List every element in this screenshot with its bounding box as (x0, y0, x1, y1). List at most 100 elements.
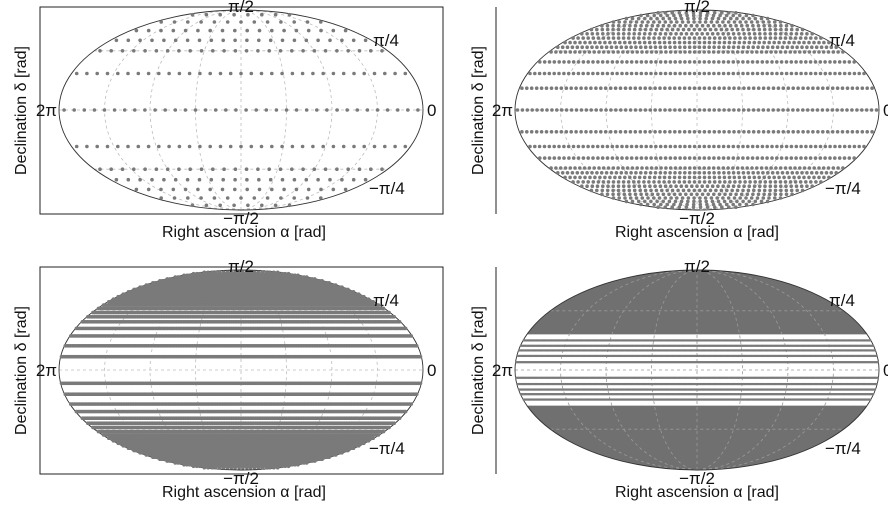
label-dec-pi-4: π/4 (373, 31, 399, 50)
data-point (768, 32, 773, 36)
data-point (645, 50, 649, 54)
data-point (579, 130, 583, 134)
data-point (736, 171, 741, 175)
data-point (667, 23, 671, 28)
data-point (558, 50, 563, 54)
data-point (270, 28, 274, 33)
data-point (767, 175, 771, 180)
data-point (810, 184, 814, 188)
data-point (669, 32, 673, 36)
data-point (634, 60, 639, 64)
data-point (306, 187, 311, 192)
data-point (813, 60, 818, 64)
data-point (678, 144, 682, 149)
label-north-pole: π/2 (684, 0, 710, 16)
data-point (623, 20, 627, 24)
data-point (363, 38, 368, 43)
data-point (639, 23, 643, 28)
data-point (146, 28, 151, 33)
data-point (723, 36, 727, 40)
data-point (628, 23, 632, 28)
data-point (698, 199, 702, 204)
data-point (632, 32, 636, 36)
data-point (712, 130, 717, 134)
data-point (595, 45, 599, 49)
data-point (171, 28, 176, 33)
data-point (761, 196, 766, 200)
data-point (737, 130, 741, 134)
data-point (648, 171, 653, 175)
data-point (256, 49, 260, 53)
data-point (611, 32, 615, 36)
data-point (665, 188, 669, 193)
data-point (697, 27, 702, 32)
data-point (789, 188, 794, 193)
data-point (865, 130, 869, 134)
data-point (383, 144, 387, 149)
data-point (836, 166, 840, 170)
data-point (711, 13, 716, 18)
data-point (678, 23, 682, 28)
data-point (628, 108, 633, 112)
data-point (634, 45, 638, 49)
data-point (668, 86, 672, 90)
data-point (648, 130, 652, 134)
data-point (682, 180, 687, 184)
data-point (331, 187, 336, 192)
data-point (591, 180, 596, 184)
data-point (737, 108, 741, 112)
data-point (109, 49, 113, 53)
data-point (798, 166, 802, 170)
data-point (736, 156, 740, 160)
data-point (620, 60, 624, 64)
data-point (711, 166, 716, 170)
data-point (767, 23, 772, 28)
data-point (819, 36, 823, 40)
data-point (833, 71, 837, 76)
data-point (757, 188, 762, 193)
data-point (695, 32, 699, 36)
data-point (159, 187, 163, 192)
data-point (734, 192, 738, 197)
data-point (838, 144, 842, 149)
data-point (618, 40, 622, 45)
data-point (653, 32, 657, 36)
x-axis-label: Right ascension α [rad] (615, 224, 779, 241)
data-point (847, 71, 852, 76)
data-point (252, 196, 257, 200)
data-point (663, 130, 667, 134)
data-point (294, 28, 299, 33)
data-point (116, 71, 120, 76)
data-point (679, 16, 684, 21)
data-point (204, 12, 209, 17)
data-point (688, 166, 692, 170)
data-point (799, 144, 803, 149)
data-point (677, 130, 682, 134)
data-point (761, 20, 766, 24)
data-point (300, 71, 305, 76)
data-point (707, 86, 712, 90)
data-point (790, 171, 795, 175)
data-point (773, 27, 778, 32)
data-point (603, 86, 608, 90)
data-point (678, 50, 683, 54)
data-point (751, 202, 755, 207)
data-point (800, 188, 805, 193)
data-point (649, 60, 653, 64)
data-point (746, 171, 751, 175)
data-point (779, 184, 783, 188)
data-point (779, 27, 783, 32)
data-point (737, 175, 742, 180)
data-point (604, 171, 609, 175)
data-point (633, 40, 637, 45)
data-point (171, 187, 176, 192)
data-point (692, 166, 697, 170)
data-point (280, 144, 284, 149)
data-point (720, 11, 724, 15)
data-point (762, 192, 766, 197)
data-point (823, 60, 827, 64)
data-point (74, 71, 79, 76)
data-point (133, 108, 137, 112)
data-point (533, 71, 537, 76)
